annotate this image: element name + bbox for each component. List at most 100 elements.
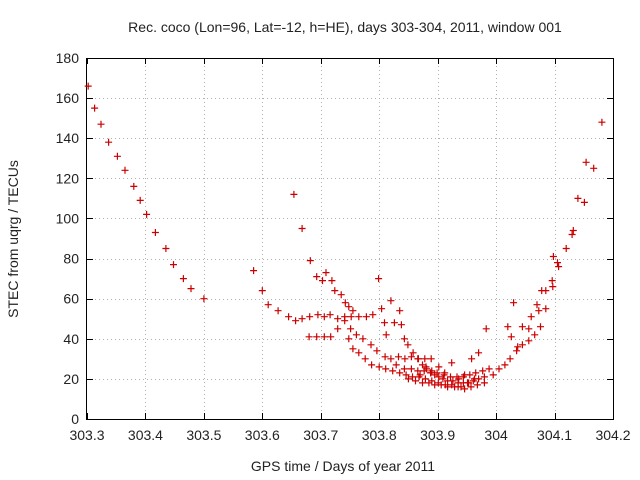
data-point xyxy=(404,341,412,349)
data-point xyxy=(495,365,503,373)
data-point xyxy=(382,365,390,373)
data-point xyxy=(504,323,512,331)
data-point xyxy=(555,263,563,271)
data-point xyxy=(480,379,488,387)
data-point xyxy=(449,377,457,385)
data-point xyxy=(355,313,363,321)
data-point xyxy=(320,333,328,341)
data-point xyxy=(326,311,334,319)
data-point xyxy=(525,325,533,333)
data-point xyxy=(378,305,386,313)
y-tick-label: 120 xyxy=(56,170,80,186)
y-axis-label: STEC from uqrg / TECUs xyxy=(5,160,21,318)
data-point xyxy=(97,120,105,128)
data-point xyxy=(389,367,397,375)
data-point xyxy=(306,257,314,265)
data-point xyxy=(433,369,441,377)
y-tick-label: 160 xyxy=(56,90,80,106)
data-point xyxy=(130,182,138,190)
data-point xyxy=(170,261,177,269)
data-point xyxy=(525,337,533,345)
y-tick-label: 100 xyxy=(56,210,80,226)
data-point xyxy=(482,325,490,333)
x-axis-label: GPS time / Days of year 2011 xyxy=(251,458,435,474)
data-point xyxy=(345,303,353,311)
data-point xyxy=(421,355,429,363)
data-point xyxy=(548,277,556,285)
data-point xyxy=(200,295,208,303)
data-point xyxy=(404,375,412,383)
data-point xyxy=(349,307,357,315)
data-point xyxy=(375,275,383,283)
data-point xyxy=(362,313,370,321)
data-point xyxy=(473,381,481,389)
data-point xyxy=(381,319,388,327)
data-point xyxy=(367,341,375,349)
data-point xyxy=(455,375,463,383)
data-point xyxy=(327,333,335,341)
data-point xyxy=(397,321,405,329)
data-point xyxy=(506,355,514,363)
data-point xyxy=(334,315,342,323)
data-point xyxy=(549,253,557,260)
data-point xyxy=(425,379,433,387)
data-points xyxy=(84,82,606,393)
y-tick-label: 140 xyxy=(56,130,80,146)
data-point xyxy=(402,371,410,379)
data-point xyxy=(292,317,300,325)
data-point xyxy=(535,307,543,315)
data-point xyxy=(345,335,353,343)
data-point xyxy=(361,355,369,363)
data-point xyxy=(480,373,488,381)
data-point xyxy=(313,273,321,281)
data-point xyxy=(395,353,402,361)
data-point xyxy=(537,323,544,331)
data-point xyxy=(475,349,483,357)
data-point xyxy=(305,333,313,341)
data-point xyxy=(441,369,449,377)
data-point xyxy=(179,275,187,283)
data-point xyxy=(298,315,306,323)
data-point xyxy=(435,363,443,371)
data-point xyxy=(313,333,321,341)
data-point xyxy=(187,285,195,293)
data-point xyxy=(574,194,582,202)
y-tick-label: 20 xyxy=(63,371,79,387)
data-point xyxy=(582,158,590,166)
data-point xyxy=(352,331,360,339)
data-point xyxy=(331,287,339,295)
data-point xyxy=(569,227,577,234)
data-point xyxy=(448,359,456,367)
data-point xyxy=(485,365,493,373)
data-point xyxy=(444,383,452,391)
data-point xyxy=(409,349,417,357)
data-point xyxy=(375,363,383,371)
data-point xyxy=(510,299,518,307)
data-point xyxy=(341,299,349,307)
x-tick-label: 303.6 xyxy=(245,427,280,443)
data-point xyxy=(428,367,436,375)
data-point xyxy=(580,198,588,206)
data-point xyxy=(598,118,606,126)
data-point xyxy=(518,341,526,349)
data-point xyxy=(151,229,159,236)
data-point xyxy=(341,317,349,325)
data-point xyxy=(250,267,258,275)
data-point xyxy=(162,245,170,252)
x-tick-label: 303.5 xyxy=(186,427,221,443)
data-point xyxy=(431,381,439,389)
data-point xyxy=(422,363,430,371)
data-point xyxy=(285,313,293,321)
data-point xyxy=(390,319,398,327)
data-point xyxy=(451,383,459,391)
data-point xyxy=(290,190,298,198)
data-point xyxy=(407,365,415,373)
data-point xyxy=(306,313,314,321)
data-point xyxy=(322,269,330,277)
x-tick-label: 303.4 xyxy=(128,427,163,443)
data-point xyxy=(407,353,415,361)
data-point xyxy=(507,333,515,341)
data-point xyxy=(554,259,561,267)
